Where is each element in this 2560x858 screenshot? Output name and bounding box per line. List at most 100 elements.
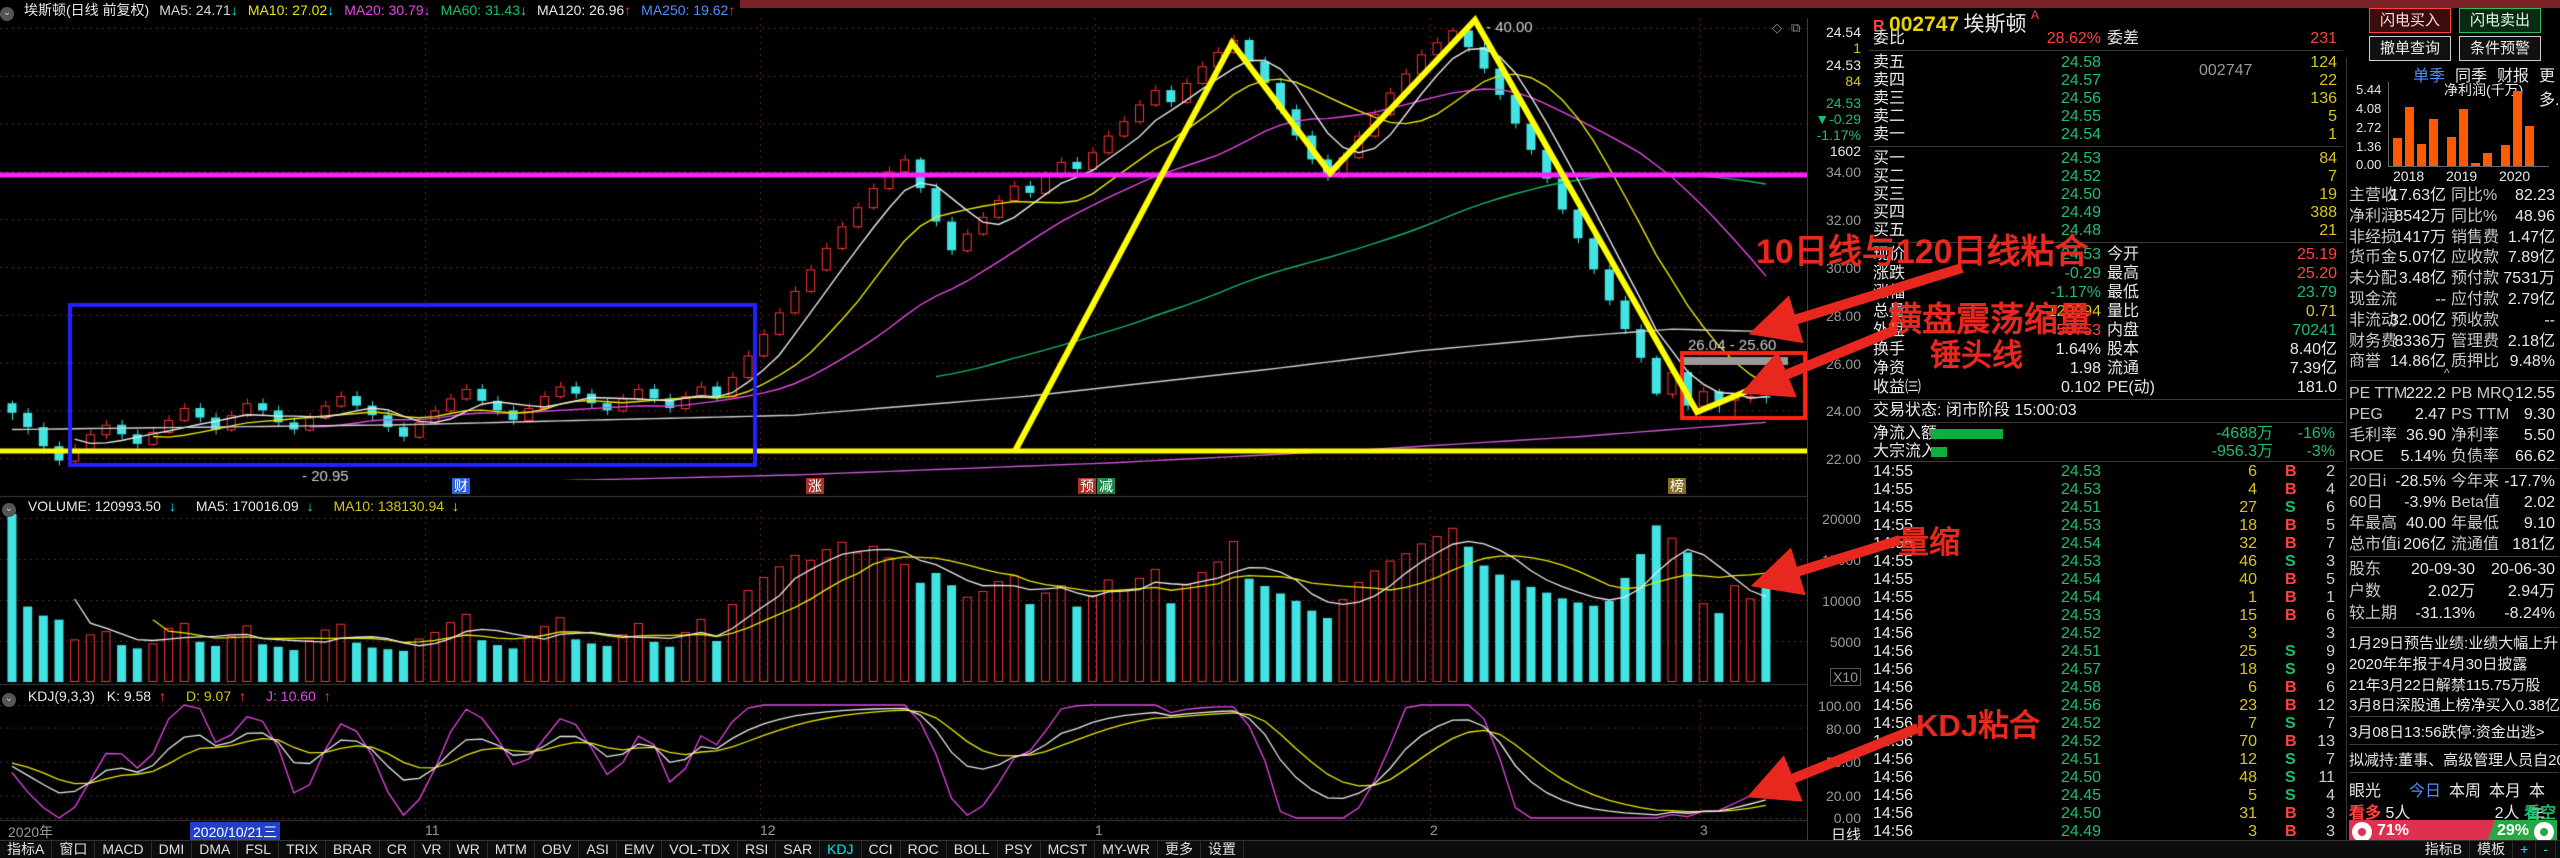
price-axis-tick: 28.00 <box>1825 308 1861 324</box>
bottom-toolbar: 指标A 窗口 MACD DMI DMA FSL TRIX BRAR CR VR WR MTM OBV AS… <box>0 840 2560 858</box>
news-item[interactable]: 3月8日深股通上榜净买入0.38亿元 <box>2349 697 2560 714</box>
toolbar-indicator-wr[interactable]: WR <box>450 841 488 858</box>
event-tag[interactable]: 涨 <box>806 478 824 494</box>
fin-tab[interactable]: 单季 <box>2413 68 2446 85</box>
toolbar-indicator-obv[interactable]: OBV <box>535 841 580 858</box>
panel-button[interactable]: 撤单查询 <box>2369 36 2451 61</box>
fin-tab[interactable]: 财报 <box>2497 68 2530 85</box>
news-item[interactable]: 21年3月22日解禁115.75万股 <box>2349 677 2541 694</box>
toolbar-indicator-dma[interactable]: DMA <box>192 841 239 858</box>
alert-item[interactable]: 3月08日13:56跌停:资金出逃> <box>2349 724 2545 741</box>
bid-row[interactable]: 买三 24.50 19 <box>1873 186 2337 203</box>
toolbar-indicator-psy[interactable]: PSY <box>998 841 1041 858</box>
toolbar-indicator-macd[interactable]: MACD <box>95 841 152 858</box>
tick-row: 14:56 24.51 12 S 7 <box>1873 751 2335 768</box>
tick-row: 14:56 24.52 3 3 <box>1873 625 2335 642</box>
ask-row[interactable]: 卖四 24.57 22 <box>1873 72 2337 89</box>
toolbar-indicator-roc[interactable]: ROC <box>901 841 947 858</box>
sentiment-tab[interactable]: 本周 <box>2449 783 2482 800</box>
fin-tab[interactable]: 同季 <box>2455 68 2488 85</box>
tick-row: 14:56 24.57 18 S 9 <box>1873 661 2335 678</box>
toolbar-indicator-kdj[interactable]: KDJ <box>820 841 862 858</box>
trading-status: 交易状态: 闭市阶段 15:00:03 <box>1873 402 2077 419</box>
toolbar-indicator-trix[interactable]: TRIX <box>279 841 326 858</box>
bear-count: 2人 看空 <box>2494 805 2556 822</box>
toolbar-indicator-my-wr[interactable]: MY-WR <box>1095 841 1158 858</box>
diamond-tool-icon[interactable]: ◇ <box>1772 20 1782 35</box>
toolbar-indicator-设置[interactable]: 设置 <box>1201 841 1244 858</box>
sentiment-tab[interactable]: 本年 <box>2529 783 2546 824</box>
toolbar-indicator-mtm[interactable]: MTM <box>488 841 535 858</box>
fin-row: 60日 -3.9% Beta值 2.02 <box>2349 494 2555 511</box>
ask-row[interactable]: 卖二 24.55 5 <box>1873 108 2337 125</box>
toolbar-indicator-emv[interactable]: EMV <box>617 841 663 858</box>
toolbar-indicator-mcst[interactable]: MCST <box>1041 841 1096 858</box>
toolbar-indicator-rsi[interactable]: RSI <box>738 841 777 858</box>
ma-item: MA10: 27.02↓ <box>247 2 335 18</box>
timeline-selected-date[interactable]: 2020/10/21三 <box>190 822 281 842</box>
toolbar-indicator-更多[interactable]: 更多 <box>1158 841 1201 858</box>
thumb-down-icon[interactable] <box>2534 822 2554 842</box>
toolbar-indicator-asi[interactable]: ASI <box>579 841 617 858</box>
bid-row[interactable]: 买五 24.48 21 <box>1873 222 2337 239</box>
collapse-chevron-icon[interactable]: ⌄ <box>2 503 16 517</box>
news-item[interactable]: 1月29日预告业绩:业绩大幅上升 <box>2349 635 2559 652</box>
period-label[interactable]: 日线 <box>1830 827 1861 844</box>
quote-row: 收益㈢ 0.102 PE(动) 181.0 <box>1873 379 2337 396</box>
bid-row[interactable]: 买二 24.52 7 <box>1873 168 2337 185</box>
thumb-up-icon[interactable] <box>2352 822 2372 842</box>
collapse-caret-icon[interactable]: ^ <box>2444 366 2450 380</box>
event-tag[interactable]: 榜 <box>1668 478 1686 494</box>
fin-code: 002747 <box>2199 62 2253 79</box>
toolbar-indicator-cr[interactable]: CR <box>380 841 416 858</box>
sentiment-tab[interactable]: 今日 <box>2409 783 2442 800</box>
collapse-chevron-icon[interactable]: ⌄ <box>0 7 14 21</box>
panel-button[interactable]: 条件预警 <box>2459 36 2541 61</box>
panel-button[interactable]: 闪电买入 <box>2369 8 2451 33</box>
toolbar-item[interactable]: 窗口 <box>52 841 96 858</box>
toolbar-item[interactable]: 指标A <box>0 841 53 858</box>
mini-chart-bar <box>2513 91 2522 166</box>
toolbar-indicator-boll[interactable]: BOLL <box>947 841 998 858</box>
toolbar-indicator-sar[interactable]: SAR <box>776 841 821 858</box>
ma-legend: MA5: 24.71↓ MA10: 27.02↓ MA20: 30.79↓ MA60:… <box>159 2 745 18</box>
toolbar-right-item[interactable]: 模板 <box>2470 841 2514 858</box>
fin-row: 股东 20-09-30 20-06-30 <box>2349 561 2555 578</box>
toolbar-right-item[interactable]: 指标B <box>2418 841 2471 858</box>
event-tag[interactable]: 财 <box>452 478 470 494</box>
split-view-icon[interactable]: ⧉ <box>1791 20 1801 35</box>
mini-quote-value: 1 <box>1853 40 1861 56</box>
news-item[interactable]: 2020年年报于4月30日披露 <box>2349 656 2528 673</box>
bid-row[interactable]: 买一 24.53 84 <box>1873 150 2337 167</box>
toolbar-right-item[interactable]: - <box>2536 841 2556 858</box>
flow-row: 大宗流入 -956.3万 -3% <box>1873 443 2335 460</box>
reduce-item[interactable]: 拟减持:董事、高级管理人员自20... <box>2349 752 2560 769</box>
fin-tab[interactable]: 更多.. <box>2539 68 2560 109</box>
toolbar-indicator-brar[interactable]: BRAR <box>326 841 380 858</box>
ma-item: MA60: 31.43↓ <box>440 2 527 18</box>
panel-button[interactable]: 闪电卖出 <box>2459 8 2541 33</box>
collapse-chevron-icon[interactable]: ⌄ <box>2 693 16 707</box>
toolbar-indicator-vol-tdx[interactable]: VOL-TDX <box>662 841 738 858</box>
sentiment-tab[interactable]: 本月 <box>2489 783 2522 800</box>
fin-row: 户数 2.02万 2.94万 <box>2349 583 2555 600</box>
ask-row[interactable]: 卖三 24.56 136 <box>1873 90 2337 107</box>
ask-row[interactable]: 卖一 24.54 1 <box>1873 126 2337 143</box>
red-annotation-text: 10日线与120日线粘合 <box>1756 233 2089 271</box>
fin-row: 年最高 40.00 年最低 9.10 <box>2349 515 2555 532</box>
toolbar-indicator-cci[interactable]: CCI <box>862 841 901 858</box>
event-tag[interactable]: 减 <box>1097 478 1115 494</box>
toolbar-indicator-vr[interactable]: VR <box>415 841 450 858</box>
volume-axis-tick: 20000 <box>1822 511 1861 527</box>
toolbar-indicator-dmi[interactable]: DMI <box>152 841 193 858</box>
bid-row[interactable]: 买四 24.49 388 <box>1873 204 2337 221</box>
mini-chart-ytick: 5.44 <box>2356 82 2382 97</box>
toolbar-right-item[interactable]: + <box>2513 841 2537 858</box>
ask-row[interactable]: 卖五 24.58 124 <box>1873 54 2337 71</box>
red-annotation-text: 锤头线 <box>1930 338 2023 373</box>
toolbar-indicator-fsl[interactable]: FSL <box>238 841 280 858</box>
event-tag[interactable]: 预 <box>1078 478 1096 494</box>
main-chart-canvas[interactable] <box>0 0 1807 858</box>
stock-code: 002747 <box>1889 13 1960 36</box>
